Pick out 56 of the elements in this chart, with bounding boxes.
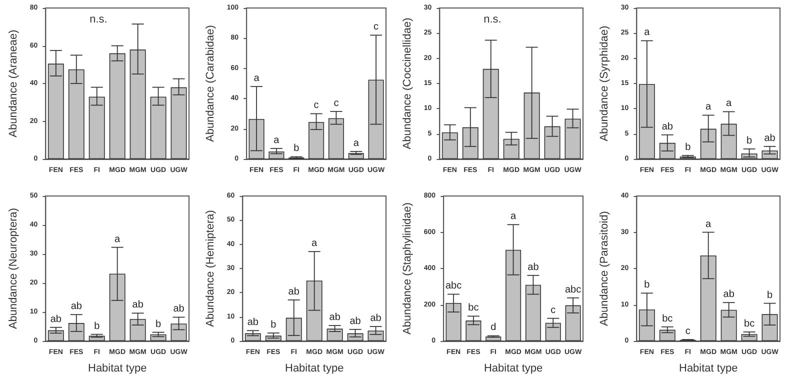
annotation: a [706, 102, 712, 113]
annotation: a [312, 238, 318, 250]
annotation: a [274, 134, 280, 146]
y-axis-title: Abundance (Neuroptera) [8, 208, 20, 330]
annotation: ab [528, 262, 540, 273]
annotation: ab [723, 289, 735, 300]
annotation: abc [445, 280, 462, 292]
y-axis-title: Abundance (Araneae) [8, 30, 20, 138]
annotation: a [726, 98, 732, 110]
annotation: b [294, 143, 300, 154]
x-axis-title: Habitat type [284, 362, 344, 374]
annotation: a [254, 73, 260, 84]
annotation: ab [247, 317, 259, 328]
annotation: ab [288, 286, 300, 298]
annotation: bc [662, 313, 673, 324]
annotation: a [114, 234, 121, 245]
y-axis-title: Abundance (Coccinellidae) [402, 18, 414, 150]
annotation: b [685, 142, 692, 153]
x-axis-title: Habitat type [484, 362, 543, 374]
annotation: b [94, 320, 100, 332]
annotation: a [706, 218, 712, 230]
y-axis-title: Abundance (Carabidae) [204, 25, 216, 142]
annotation: b [766, 290, 773, 301]
annotation: ab [764, 132, 776, 144]
annotation: a [644, 27, 650, 38]
y-axis-title: Abundance (Hemiptera) [204, 210, 216, 327]
annotation: c [374, 22, 379, 33]
annotation: ab [370, 313, 382, 324]
annotation: abc [564, 284, 582, 296]
annotation: ab [173, 304, 185, 315]
annotation: c [314, 100, 319, 112]
y-axis-title: Abundance (Syrphidae) [598, 26, 610, 142]
y-axis-title: Abundance (Parasitoid) [598, 211, 610, 326]
annotation: b [746, 135, 753, 146]
annotation: ab [662, 121, 674, 132]
annotation: b [644, 280, 650, 291]
annotation: c [685, 326, 690, 338]
annotation: d [490, 322, 496, 334]
annotation: a [510, 211, 517, 222]
annotation: n.s. [484, 14, 502, 26]
annotation: bc [468, 302, 479, 314]
annotation: n.s. [90, 14, 108, 26]
annotation: ab [50, 314, 62, 325]
annotation: bc [744, 318, 755, 330]
annotation: a [353, 138, 360, 149]
annotation: c [550, 304, 556, 316]
y-axis-title: Abundance (Staphylinidae) [402, 202, 414, 335]
annotation: b [270, 320, 277, 331]
x-axis-title: Habitat type [678, 362, 738, 374]
annotation: ab [329, 312, 341, 324]
annotation: c [334, 98, 339, 109]
annotation: b [156, 318, 162, 330]
annotation: ab [70, 301, 82, 312]
annotation: ab [132, 300, 144, 311]
annotation: ab [350, 316, 362, 327]
x-axis-title: Habitat type [88, 362, 147, 374]
